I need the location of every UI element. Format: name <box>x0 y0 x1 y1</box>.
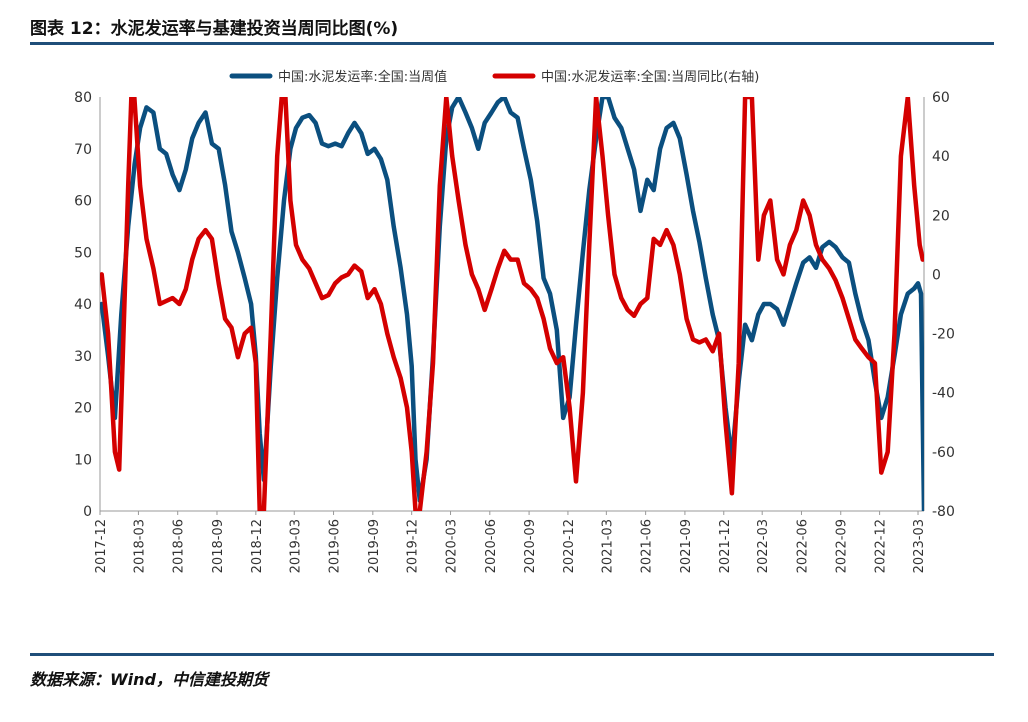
x-tick-label: 2022-09 <box>835 519 850 573</box>
x-tick-label: 2020-03 <box>445 519 460 573</box>
y-left-tick-label: 70 <box>74 142 92 158</box>
chart-title: 图表 12：水泥发运率与基建投资当周同比图(%) <box>30 19 399 39</box>
y-right-tick-label: -40 <box>932 386 955 402</box>
y-left-tick-label: 0 <box>83 504 92 520</box>
legend-label: 中国:水泥发运率:全国:当周值 <box>278 69 447 85</box>
y-left-tick-label: 80 <box>74 90 92 106</box>
x-tick-label: 2018-09 <box>211 519 226 573</box>
series-line-weekly-value <box>100 97 924 511</box>
footer-rule <box>30 653 994 656</box>
y-left-tick-label: 60 <box>74 194 92 210</box>
x-tick-label: 2022-03 <box>756 519 771 573</box>
legend: 中国:水泥发运率:全国:当周值 中国:水泥发运率:全国:当周同比(右轴) <box>229 69 759 85</box>
x-axis: 2017-12 2018-03 2018-06 2018-09 2018-12 2019-… <box>94 510 927 573</box>
y-right-tick-label: 0 <box>932 267 941 283</box>
x-tick-label: 2020-06 <box>484 519 499 573</box>
y-right-tick-label: -20 <box>932 327 955 343</box>
x-tick-label: 2017-12 <box>94 519 109 573</box>
x-tick-label: 2020-12 <box>562 519 577 573</box>
x-tick-label: 2019-09 <box>367 519 382 573</box>
x-tick-label: 2021-03 <box>600 519 615 573</box>
header-rule <box>30 42 994 45</box>
x-tick-label: 2022-06 <box>795 519 810 573</box>
x-tick-label: 2018-12 <box>250 519 265 573</box>
x-tick-label: 2021-06 <box>640 519 655 573</box>
x-tick-label: 2021-12 <box>718 519 733 573</box>
legend-label: 中国:水泥发运率:全国:当周同比(右轴) <box>541 69 759 85</box>
x-tick-label: 2022-12 <box>874 519 889 573</box>
y-axis-left: 0 10 20 30 40 50 60 70 80 <box>74 90 101 520</box>
source-note: 数据来源：Wind，中信建投期货 <box>30 670 268 689</box>
y-left-tick-label: 10 <box>74 452 92 468</box>
x-tick-label: 2018-06 <box>172 519 187 573</box>
y-right-tick-label: -60 <box>932 445 955 461</box>
y-left-tick-label: 40 <box>74 297 92 313</box>
y-right-tick-label: 40 <box>932 149 950 165</box>
x-tick-label: 2019-06 <box>328 519 343 573</box>
x-tick-label: 2019-12 <box>406 519 421 573</box>
y-left-tick-label: 20 <box>74 401 92 417</box>
series-line-yoy <box>100 97 924 511</box>
y-right-tick-label: 60 <box>932 90 950 106</box>
y-left-tick-label: 30 <box>74 349 92 365</box>
plot-area <box>100 97 924 511</box>
x-tick-label: 2021-09 <box>679 519 694 573</box>
x-tick-label: 2018-03 <box>132 519 147 573</box>
x-tick-label: 2023-03 <box>912 519 927 573</box>
y-right-tick-label: -80 <box>932 504 955 520</box>
x-tick-label: 2020-09 <box>523 519 538 573</box>
y-left-tick-label: 50 <box>74 245 92 261</box>
y-axis-right: -80 -60 -40 -20 0 20 40 60 <box>923 90 955 520</box>
x-tick-label: 2019-03 <box>288 519 303 573</box>
y-right-tick-label: 20 <box>932 208 950 224</box>
